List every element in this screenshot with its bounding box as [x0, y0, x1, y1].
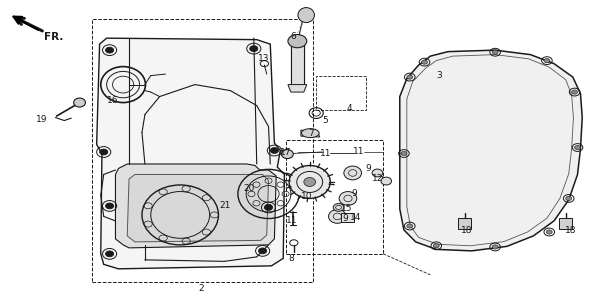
Text: 18: 18: [565, 226, 576, 235]
Ellipse shape: [289, 166, 330, 198]
Text: 16: 16: [107, 96, 118, 105]
Ellipse shape: [566, 196, 572, 200]
Text: 14: 14: [350, 213, 361, 222]
Text: 21: 21: [220, 200, 231, 209]
Ellipse shape: [381, 177, 392, 185]
Ellipse shape: [546, 230, 552, 234]
Ellipse shape: [329, 209, 346, 223]
Bar: [286, 140, 384, 254]
Ellipse shape: [344, 166, 362, 180]
Ellipse shape: [106, 203, 114, 209]
Text: 13: 13: [258, 54, 270, 63]
Ellipse shape: [264, 204, 273, 210]
Text: 20: 20: [244, 184, 255, 193]
Ellipse shape: [288, 35, 307, 48]
Ellipse shape: [544, 58, 550, 63]
Ellipse shape: [106, 251, 114, 257]
Ellipse shape: [575, 145, 581, 150]
Ellipse shape: [100, 149, 108, 155]
Ellipse shape: [250, 46, 258, 52]
Text: 10: 10: [301, 191, 313, 200]
Ellipse shape: [492, 50, 498, 54]
Bar: [316, 76, 366, 110]
Polygon shape: [127, 175, 268, 242]
Text: 4: 4: [346, 104, 352, 113]
Text: 5: 5: [323, 116, 329, 125]
Text: 11: 11: [286, 216, 298, 225]
Text: 15: 15: [340, 203, 352, 213]
Polygon shape: [116, 164, 276, 248]
Polygon shape: [288, 85, 307, 92]
Ellipse shape: [572, 90, 578, 94]
Text: 19: 19: [36, 116, 48, 124]
Text: 6: 6: [290, 32, 296, 41]
Polygon shape: [301, 130, 320, 137]
Ellipse shape: [421, 60, 427, 64]
Ellipse shape: [280, 150, 289, 156]
Text: 8: 8: [288, 254, 294, 263]
Text: 17: 17: [280, 148, 292, 157]
Ellipse shape: [281, 150, 293, 159]
Bar: [291, 44, 304, 85]
Ellipse shape: [333, 203, 344, 211]
Text: 2: 2: [198, 284, 204, 293]
Text: 3: 3: [437, 71, 442, 80]
Ellipse shape: [258, 248, 267, 254]
Ellipse shape: [372, 169, 383, 177]
Text: 11: 11: [353, 147, 364, 157]
Ellipse shape: [492, 245, 498, 249]
Ellipse shape: [270, 147, 278, 154]
Ellipse shape: [304, 178, 316, 186]
Ellipse shape: [401, 151, 407, 156]
Ellipse shape: [433, 244, 439, 248]
Ellipse shape: [298, 8, 314, 23]
Polygon shape: [97, 38, 284, 269]
Text: 12: 12: [372, 174, 383, 183]
Ellipse shape: [339, 191, 357, 205]
Bar: [92, 19, 313, 282]
Text: FR.: FR.: [44, 32, 63, 42]
Bar: [458, 218, 471, 229]
Text: 11: 11: [320, 149, 332, 158]
Polygon shape: [400, 50, 582, 251]
Ellipse shape: [106, 47, 114, 53]
Text: 7: 7: [308, 129, 314, 138]
Text: 9: 9: [365, 164, 371, 173]
Bar: [559, 218, 572, 229]
Ellipse shape: [407, 75, 413, 79]
Ellipse shape: [407, 224, 413, 228]
Bar: [341, 213, 354, 222]
Text: 9: 9: [342, 214, 348, 223]
Text: 18: 18: [461, 226, 473, 235]
Text: 9: 9: [351, 189, 357, 198]
Ellipse shape: [74, 98, 86, 107]
Ellipse shape: [301, 129, 319, 138]
